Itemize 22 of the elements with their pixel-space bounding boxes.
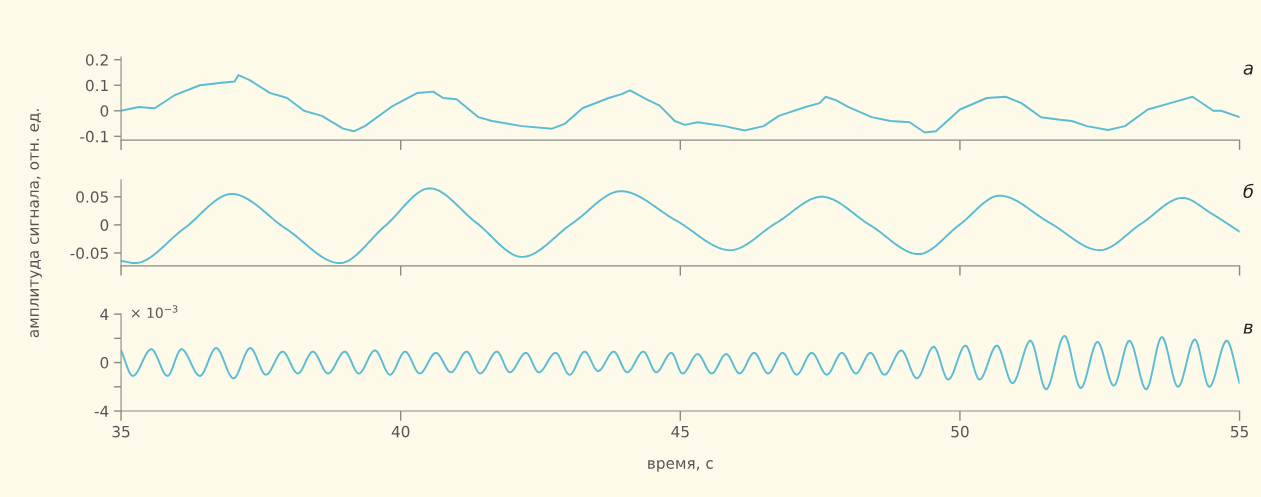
y-tick-label: 0.1 [85,79,108,92]
y-tick-label: -0.1 [80,130,108,143]
x-tick-label: 55 [1231,426,1248,438]
x-tick-label: 35 [112,425,130,438]
y-tick-label: 0 [100,105,109,117]
x-tick-label: 45 [671,426,689,438]
x-axis-title: время, с [648,460,713,472]
chart-title: б [1243,183,1254,199]
y-tick-label: 0.2 [85,54,108,66]
line-series [121,74,1240,134]
y-axis-title: амплитуда сигнала, отн. ед. [30,109,42,338]
x-tick-label: 50 [951,425,969,438]
chart-title: а [1243,64,1253,75]
y-tick-label: 0.05 [76,191,108,203]
annotation: × 10$^{−3}$ [131,305,178,319]
y-tick-label: -4 [94,405,109,417]
y-tick-label: 4 [100,308,109,320]
y-tick-label: -0.05 [70,247,108,259]
chart-title: в [1243,323,1253,334]
x-tick-label: 40 [391,425,410,438]
y-tick-label: 0 [100,219,109,231]
y-tick-label: 0 [100,357,109,369]
